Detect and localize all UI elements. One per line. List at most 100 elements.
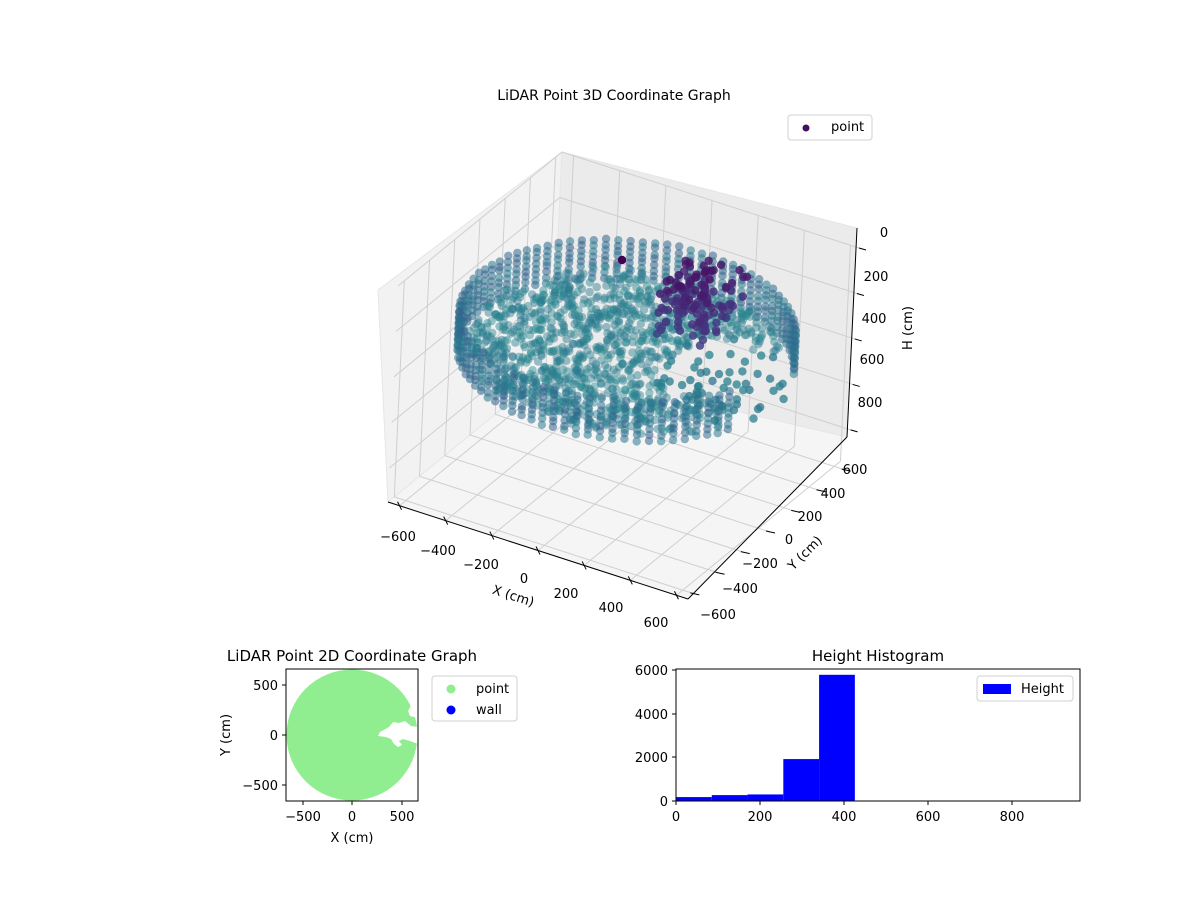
data-point xyxy=(531,339,541,348)
data-point xyxy=(790,347,799,357)
data-point xyxy=(534,325,543,334)
data-point xyxy=(568,303,577,312)
data-point xyxy=(599,345,608,354)
data-point xyxy=(615,279,625,289)
y-tick-label: −200 xyxy=(742,557,778,572)
data-point xyxy=(617,255,627,265)
data-point xyxy=(620,385,630,394)
data-point xyxy=(482,332,492,341)
data-point xyxy=(509,373,518,383)
data-point xyxy=(564,299,573,308)
data-point xyxy=(614,318,623,327)
z-tick-label: 400 xyxy=(862,312,887,327)
data-point xyxy=(651,353,660,362)
data-point xyxy=(757,351,766,360)
data-point xyxy=(569,301,579,311)
data-point xyxy=(548,347,557,356)
data-point xyxy=(504,321,513,330)
data-point xyxy=(697,254,706,263)
data-point xyxy=(539,340,548,349)
data-point xyxy=(506,309,515,318)
data-point xyxy=(543,332,552,341)
data-point xyxy=(567,294,576,304)
data-point xyxy=(757,324,767,333)
data-point xyxy=(737,310,746,319)
data-point xyxy=(647,353,656,362)
data-point xyxy=(600,361,610,370)
data-point xyxy=(485,348,494,357)
data-point xyxy=(714,369,724,379)
data-point xyxy=(500,336,509,345)
legend-label-wall: wall xyxy=(476,703,502,718)
data-point xyxy=(752,318,761,327)
data-point xyxy=(530,338,540,347)
data-point xyxy=(621,408,630,417)
data-point xyxy=(528,387,537,397)
data-point xyxy=(695,318,704,327)
data-point xyxy=(520,313,529,323)
data-point xyxy=(601,311,610,320)
data-point xyxy=(623,334,632,343)
data-point xyxy=(485,346,494,356)
data-point xyxy=(582,368,591,377)
data-point xyxy=(572,317,581,326)
data-point xyxy=(550,370,559,379)
data-point xyxy=(516,307,525,316)
data-point xyxy=(547,371,556,381)
data-point xyxy=(575,352,584,361)
data-point xyxy=(572,401,582,410)
x-tick-label: 400 xyxy=(599,601,624,616)
z-tick-label: 600 xyxy=(860,353,885,368)
data-point xyxy=(513,296,522,306)
data-point xyxy=(645,297,654,306)
data-point xyxy=(708,376,717,386)
data-point xyxy=(555,355,564,365)
data-point xyxy=(491,310,501,319)
data-point xyxy=(592,324,602,333)
data-point xyxy=(547,318,556,327)
data-point xyxy=(718,271,727,280)
data-point xyxy=(649,276,658,285)
data-point xyxy=(649,378,658,387)
data-point xyxy=(518,394,527,403)
data-point xyxy=(546,334,555,343)
data-point xyxy=(561,375,570,384)
data-point xyxy=(522,256,531,265)
data-point xyxy=(606,330,615,339)
data-point xyxy=(626,380,636,390)
data-point xyxy=(602,281,611,290)
data-point xyxy=(593,292,602,301)
data-point xyxy=(547,366,556,375)
data-point xyxy=(612,346,621,355)
data-point xyxy=(741,379,751,388)
histogram-bar xyxy=(747,794,784,801)
data-point xyxy=(650,260,659,270)
data-point xyxy=(483,393,492,402)
data-point xyxy=(673,335,682,345)
data-point xyxy=(573,323,582,333)
data-point xyxy=(600,308,609,317)
data-point xyxy=(557,328,566,337)
data-point xyxy=(476,322,486,332)
data-point xyxy=(497,348,507,357)
data-point xyxy=(583,346,592,355)
data-point xyxy=(702,367,711,376)
data-point xyxy=(539,290,548,299)
data-point xyxy=(737,318,746,328)
x-tick-label: −400 xyxy=(420,544,456,559)
data-point xyxy=(587,273,597,283)
data-point xyxy=(557,286,566,295)
data-point xyxy=(613,338,622,348)
data-point xyxy=(579,373,588,383)
data-point xyxy=(601,370,610,379)
data-point xyxy=(624,365,633,374)
data-point xyxy=(537,350,546,359)
data-point xyxy=(739,311,748,320)
data-point xyxy=(692,420,701,430)
data-point xyxy=(574,312,584,321)
data-point xyxy=(496,311,506,321)
data-point xyxy=(495,322,504,331)
data-point xyxy=(541,279,551,288)
data-point xyxy=(558,343,567,352)
data-point xyxy=(643,299,652,308)
